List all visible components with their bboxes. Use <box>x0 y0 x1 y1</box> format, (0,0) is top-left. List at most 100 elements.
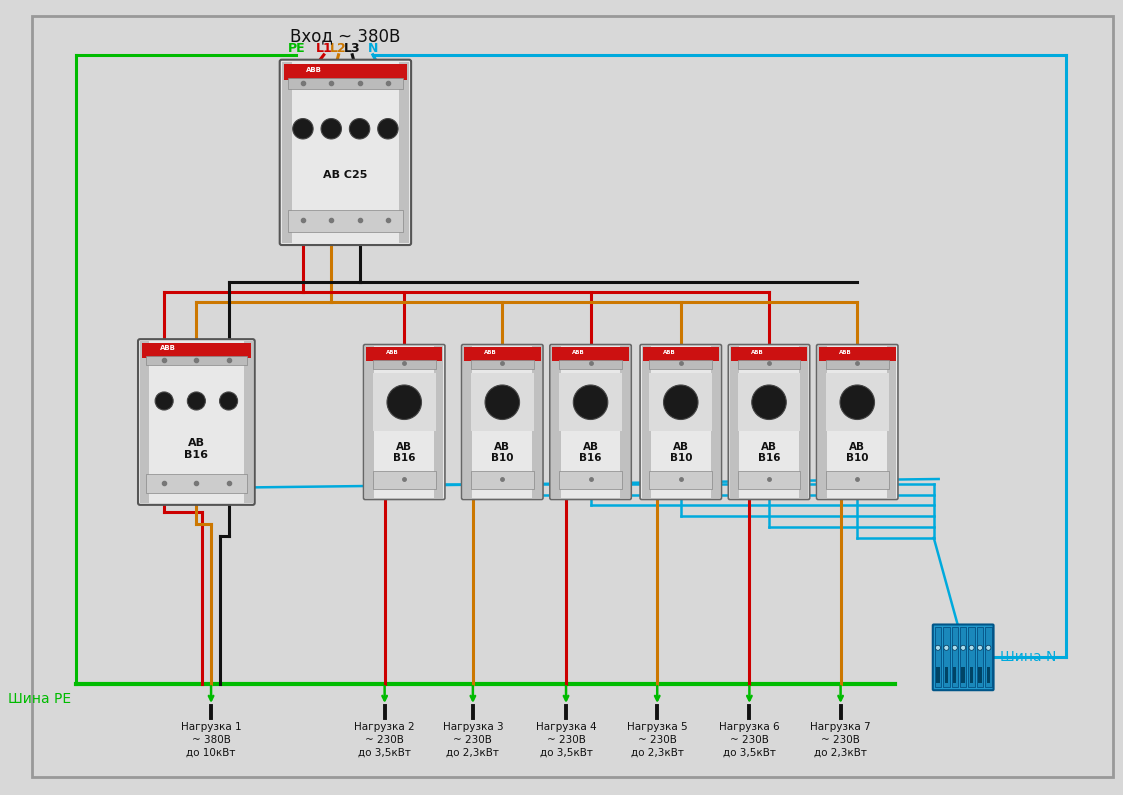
Bar <box>825 471 888 489</box>
Bar <box>711 346 720 498</box>
Bar <box>977 627 984 687</box>
Text: ABB: ABB <box>751 351 764 355</box>
Text: Нагрузка 2
~ 230В
до 3,5кВт: Нагрузка 2 ~ 230В до 3,5кВт <box>355 722 414 758</box>
Bar <box>141 343 250 358</box>
Bar <box>559 471 622 489</box>
Bar <box>146 474 247 493</box>
Text: АВ
В10: АВ В10 <box>846 442 868 463</box>
Text: Шина PE: Шина PE <box>8 692 71 706</box>
Circle shape <box>960 646 966 650</box>
Bar <box>642 347 719 361</box>
Text: PE: PE <box>287 42 305 55</box>
Text: Нагрузка 1
~ 380В
до 10кВт: Нагрузка 1 ~ 380В до 10кВт <box>181 722 241 758</box>
FancyBboxPatch shape <box>816 344 898 499</box>
Text: АВ
В10: АВ В10 <box>669 442 692 463</box>
Bar <box>287 211 403 232</box>
Bar <box>738 359 801 369</box>
Bar <box>970 667 974 683</box>
Circle shape <box>485 385 520 420</box>
Circle shape <box>573 385 608 420</box>
Bar <box>825 374 888 431</box>
Bar <box>934 627 941 687</box>
Circle shape <box>349 118 369 139</box>
Text: Нагрузка 5
~ 230В
до 2,3кВт: Нагрузка 5 ~ 230В до 2,3кВт <box>627 722 687 758</box>
Bar <box>146 355 247 366</box>
Bar <box>649 374 712 431</box>
Bar <box>825 359 888 369</box>
Circle shape <box>977 646 983 650</box>
Circle shape <box>293 118 313 139</box>
Circle shape <box>321 118 341 139</box>
FancyBboxPatch shape <box>364 344 445 499</box>
Text: Нагрузка 3
~ 230В
до 2,3кВт: Нагрузка 3 ~ 230В до 2,3кВт <box>442 722 503 758</box>
Bar <box>951 627 958 687</box>
Text: Нагрузка 4
~ 230В
до 3,5кВт: Нагрузка 4 ~ 230В до 3,5кВт <box>536 722 596 758</box>
Bar <box>987 667 990 683</box>
Bar <box>287 78 403 89</box>
Bar <box>649 359 712 369</box>
FancyBboxPatch shape <box>933 625 994 690</box>
Bar <box>960 627 967 687</box>
Bar <box>937 667 940 683</box>
Bar <box>471 374 533 431</box>
Circle shape <box>840 385 875 420</box>
Text: L1: L1 <box>316 42 332 55</box>
Bar <box>818 346 828 498</box>
Circle shape <box>943 646 949 650</box>
Bar <box>620 346 630 498</box>
Bar <box>244 341 253 503</box>
Circle shape <box>751 385 786 420</box>
Text: Шина N: Шина N <box>1001 650 1057 665</box>
FancyBboxPatch shape <box>729 344 810 499</box>
FancyBboxPatch shape <box>280 60 411 245</box>
Circle shape <box>986 646 990 650</box>
Bar <box>731 347 807 361</box>
Text: АВ
В16: АВ В16 <box>184 438 209 460</box>
Bar <box>399 62 409 243</box>
Bar <box>985 627 992 687</box>
Circle shape <box>387 385 421 420</box>
Text: АВ
В10: АВ В10 <box>491 442 513 463</box>
Text: Вход ~ 380В: Вход ~ 380В <box>290 27 401 45</box>
Text: АВ C25: АВ C25 <box>323 170 367 180</box>
Circle shape <box>664 385 699 420</box>
Text: N: N <box>367 42 378 55</box>
Bar <box>961 667 965 683</box>
Bar <box>887 346 896 498</box>
Bar <box>943 627 950 687</box>
Text: ABB: ABB <box>573 351 585 355</box>
Bar <box>641 346 651 498</box>
Circle shape <box>155 392 173 410</box>
Bar <box>464 347 540 361</box>
Circle shape <box>952 646 957 650</box>
Bar <box>649 471 712 489</box>
Bar <box>730 346 739 498</box>
Bar <box>471 359 533 369</box>
Bar <box>366 347 442 361</box>
Circle shape <box>220 392 238 410</box>
Text: ABB: ABB <box>161 345 176 351</box>
Circle shape <box>969 646 974 650</box>
Bar <box>819 347 895 361</box>
Bar <box>968 627 975 687</box>
Bar <box>373 471 436 489</box>
Bar <box>559 374 622 431</box>
Text: L3: L3 <box>344 42 360 55</box>
Text: АВ
В16: АВ В16 <box>758 442 780 463</box>
FancyBboxPatch shape <box>462 344 544 499</box>
Bar <box>559 359 622 369</box>
Text: АВ
В16: АВ В16 <box>579 442 602 463</box>
Text: ABB: ABB <box>386 351 399 355</box>
Bar <box>532 346 541 498</box>
Text: Нагрузка 6
~ 230В
до 3,5кВт: Нагрузка 6 ~ 230В до 3,5кВт <box>719 722 779 758</box>
Text: L2: L2 <box>330 42 347 55</box>
Text: ABB: ABB <box>305 67 321 73</box>
Bar <box>798 346 809 498</box>
FancyBboxPatch shape <box>138 339 255 505</box>
Bar <box>140 341 149 503</box>
FancyBboxPatch shape <box>640 344 721 499</box>
Circle shape <box>188 392 206 410</box>
Bar <box>471 471 533 489</box>
Bar <box>553 347 629 361</box>
Bar <box>284 64 408 80</box>
